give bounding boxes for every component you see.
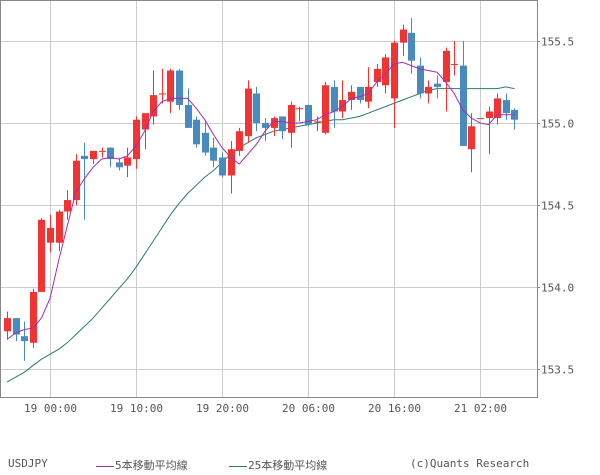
candle — [124, 147, 131, 178]
y-tick-label: 153.5 — [541, 364, 574, 377]
candle — [288, 101, 295, 148]
ma5-line — [6, 61, 515, 340]
y-tick-label: 155.5 — [541, 36, 574, 49]
candle — [81, 142, 88, 220]
y-axis: 153.5 154.0 154.5 155.0 155.5 — [537, 36, 574, 377]
candle — [425, 80, 432, 104]
candle — [99, 147, 106, 158]
candle — [4, 311, 11, 340]
legend-ma5: 5本移動平均線 — [96, 457, 188, 473]
ma5-swatch-icon — [96, 465, 114, 467]
candle — [443, 47, 450, 112]
candle — [13, 318, 20, 342]
candle — [142, 113, 149, 150]
candle — [348, 85, 355, 110]
candle — [228, 141, 235, 194]
candle — [167, 68, 174, 114]
symbol-label: USDJPY — [8, 457, 48, 470]
candle — [262, 118, 269, 142]
x-tick-label: 20 16:00 — [368, 402, 421, 415]
candle — [159, 68, 166, 104]
candle — [90, 150, 97, 164]
candle — [64, 190, 71, 220]
ma25-swatch-icon — [229, 465, 247, 467]
candle — [150, 70, 157, 125]
legend-ma25: 25本移動平均線 — [229, 457, 327, 473]
candle — [219, 152, 226, 178]
candle — [322, 82, 329, 135]
candle — [133, 116, 140, 169]
x-tick-label: 20 06:00 — [282, 402, 335, 415]
candle — [331, 80, 338, 128]
candle — [236, 127, 243, 156]
candle — [116, 157, 123, 171]
x-axis: 19 00:00 19 10:00 19 20:00 20 06:00 20 16:00… — [24, 402, 507, 415]
y-tick-label: 154.5 — [541, 200, 574, 213]
legend-ma25-label: 25本移動平均線 — [248, 459, 328, 472]
candle — [202, 121, 209, 156]
candle — [434, 75, 441, 99]
candles — [4, 18, 518, 361]
legend-ma5-label: 5本移動平均線 — [115, 459, 188, 472]
plot-frame — [0, 0, 538, 398]
y-tick-label: 154.0 — [541, 282, 574, 295]
candle — [185, 88, 192, 128]
candle — [296, 106, 303, 122]
candle — [339, 80, 346, 119]
candle — [374, 63, 381, 87]
candle — [417, 57, 424, 99]
candle — [271, 116, 278, 137]
candle — [56, 209, 63, 251]
candle — [365, 67, 372, 109]
candle — [511, 108, 518, 130]
candle — [279, 116, 286, 140]
candle — [21, 321, 28, 361]
candle — [245, 80, 252, 143]
candle — [503, 93, 510, 120]
x-tick-label: 19 20:00 — [196, 402, 249, 415]
candle — [47, 214, 54, 253]
candle — [486, 106, 493, 155]
candle — [408, 18, 415, 74]
chart-grid — [1, 1, 537, 397]
candle — [451, 41, 458, 76]
candle — [30, 288, 37, 348]
candle — [253, 86, 260, 132]
candle — [176, 68, 183, 110]
candle — [460, 41, 467, 146]
candle — [193, 116, 200, 148]
candle — [210, 137, 217, 168]
x-tick-label: 19 00:00 — [24, 402, 77, 415]
x-tick-label: 19 10:00 — [110, 402, 163, 415]
candle — [305, 104, 312, 127]
x-tick-label: 21 02:00 — [454, 402, 507, 415]
candle — [391, 41, 398, 128]
candle — [73, 154, 80, 205]
y-tick-label: 155.0 — [541, 118, 574, 131]
candle — [494, 93, 501, 125]
candle — [400, 24, 407, 56]
candle — [477, 118, 484, 120]
ma25-line — [6, 86, 515, 383]
copyright: (c)Quants Research — [410, 457, 530, 470]
candle — [468, 113, 475, 173]
candle — [38, 218, 45, 292]
